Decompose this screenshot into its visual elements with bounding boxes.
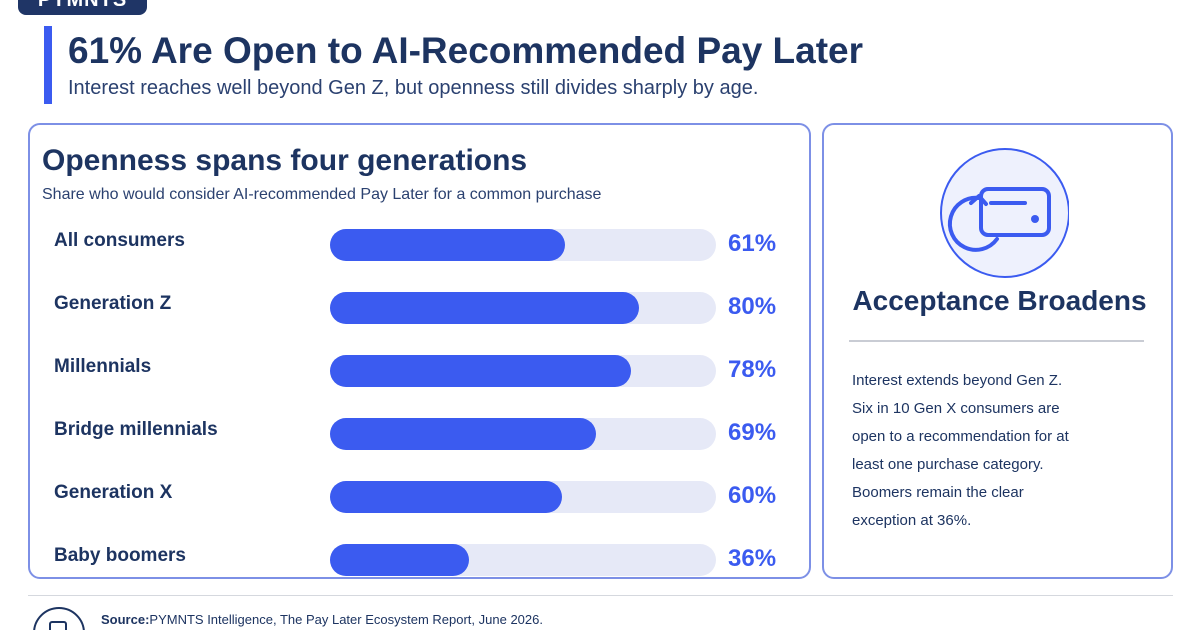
insight-line: open to a recommendation for at (852, 428, 1069, 445)
bar-row: Baby boomers 36% (30, 542, 813, 582)
credit-card-refresh-icon (940, 148, 1069, 278)
bar-fill (330, 418, 597, 450)
bar-value-label: 61% (728, 230, 777, 257)
source-line: Source:PYMNTS Intelligence, The Pay Late… (101, 612, 543, 627)
bar-fill (330, 292, 639, 324)
bar-value-label: 78% (728, 356, 777, 383)
bar-category-label: Generation X (54, 482, 173, 503)
bar-row: Millennials 78% (30, 353, 813, 393)
bar-track (330, 292, 716, 324)
bar-track (330, 229, 716, 261)
bar-row: Generation X 60% (30, 479, 813, 519)
bar-value-label: 69% (728, 419, 777, 446)
bar-category-label: Baby boomers (54, 545, 186, 566)
bar-value-label: 36% (728, 545, 777, 572)
bar-fill (330, 481, 562, 513)
header-accent-bar (44, 26, 52, 104)
source-label: Source: (101, 612, 150, 627)
chart-subtitle: Share who would consider AI-recommended … (42, 186, 602, 203)
page-subtitle: Interest reaches well beyond Gen Z, but … (68, 77, 759, 99)
bar-track (330, 481, 716, 513)
bar-row: Generation Z 80% (30, 290, 813, 330)
footer-divider (28, 595, 1173, 596)
insight-title: Acceptance Broadens (852, 285, 1147, 316)
insight-divider (849, 340, 1144, 342)
bar-fill (330, 355, 632, 387)
bar-category-label: Bridge millennials (54, 419, 218, 440)
bar-value-label: 80% (728, 293, 777, 320)
bar-fill (330, 544, 469, 576)
bar-category-label: Millennials (54, 356, 152, 377)
bar-value-label: 60% (728, 482, 777, 509)
source-text: PYMNTS Intelligence, The Pay Later Ecosy… (149, 612, 543, 627)
bar-row: All consumers 61% (30, 227, 813, 267)
bar-fill (330, 229, 566, 261)
bar-track (330, 418, 716, 450)
insight-body: Interest extends beyond Gen Z. Six in 10… (852, 367, 1152, 535)
insight-line: least one purchase category. (852, 456, 1044, 473)
chart-card: Openness spans four generations Share wh… (28, 123, 811, 579)
brand-tag: PYMNTS (18, 0, 147, 15)
chart-title: Openness spans four generations (42, 144, 528, 177)
insight-card: Acceptance Broadens Interest extends bey… (822, 123, 1173, 579)
insight-line: Six in 10 Gen X consumers are (852, 400, 1060, 417)
bar-track (330, 355, 716, 387)
insight-line: Boomers remain the clear (852, 484, 1024, 501)
document-icon (33, 607, 85, 630)
bar-category-label: All consumers (54, 230, 185, 251)
insight-line: exception at 36%. (852, 512, 972, 529)
bar-track (330, 544, 716, 576)
bar-row: Bridge millennials 69% (30, 416, 813, 456)
page-title: 61% Are Open to AI-Recommended Pay Later (68, 30, 864, 71)
brand-tag-text: PYMNTS (37, 0, 128, 11)
bar-category-label: Generation Z (54, 293, 172, 314)
insight-line: Interest extends beyond Gen Z. (852, 372, 1063, 389)
